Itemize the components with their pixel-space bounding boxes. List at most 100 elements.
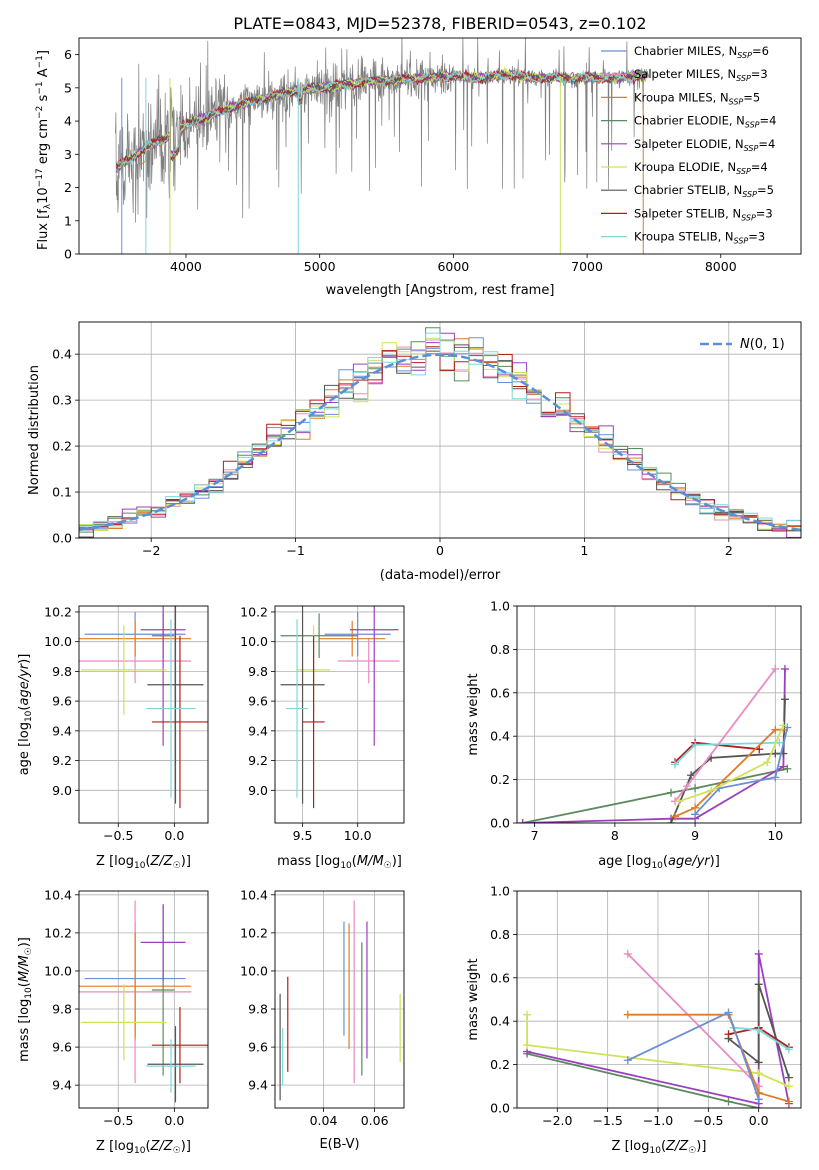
y-tick-label: 1.0 <box>490 599 510 614</box>
x-tick-label: −0.5 <box>103 1113 133 1128</box>
plot-area-age-vs-mass <box>275 606 404 823</box>
massweight-marker <box>784 1082 793 1091</box>
panel-mass-vs-ebv: 0.04 0.06 9.4 9.6 9.8 10.0 10.2 10.4 E(B-V) <box>240 887 405 1152</box>
y-tick-label: 10.2 <box>44 925 72 940</box>
x-tick-label: 9.5 <box>293 828 313 843</box>
y-axis-label: mass [log10(M/M☉)] <box>17 937 34 1062</box>
plot-area-mass-vs-ebv <box>275 891 404 1108</box>
x-tick-label: −2 <box>142 543 160 558</box>
x-axis-label: E(B-V) <box>319 1137 359 1152</box>
y-tick-label: 9.6 <box>52 694 72 709</box>
massweight-marker <box>771 773 780 782</box>
y-tick-label: 10.0 <box>44 963 72 978</box>
massweight-line <box>694 727 789 815</box>
y-tick-label: 9.2 <box>248 753 268 768</box>
massweight-marker <box>724 1097 733 1106</box>
massweight-marker <box>779 721 788 730</box>
residual-histogram-kroupa-stelib <box>79 332 801 538</box>
x-axis-label: mass [log10(M/M☉)] <box>277 854 402 871</box>
x-tick-label: −1.0 <box>643 1113 673 1128</box>
massweight-line <box>627 1011 760 1100</box>
massweight-marker <box>784 1097 793 1106</box>
y-axis-label: age [log10(age/yr)] <box>17 654 34 776</box>
legend-label: Kroupa STELIB, NSSP=3 <box>634 230 765 246</box>
massweight-line <box>674 728 784 818</box>
panel-massweight-vs-age: 7 8 9 10 0.0 0.2 0.4 0.6 0.8 1.0 age [log10(age/yr… <box>466 599 802 871</box>
massweight-marker <box>667 819 676 823</box>
legend-label: Salpeter ELODIE, NSSP=4 <box>634 137 775 153</box>
y-tick-label: 0.2 <box>490 1057 510 1072</box>
spectrum-legend: Chabrier MILES, NSSP=6 Salpeter MILES, NS… <box>601 44 776 246</box>
y-tick-label: 9.8 <box>248 664 268 679</box>
massweight-line <box>727 984 790 1078</box>
legend-label: Salpeter MILES, NSSP=3 <box>634 67 768 83</box>
x-tick-label: 4000 <box>170 259 202 274</box>
massweight-marker <box>667 788 676 797</box>
plot-area-mass-vs-Z <box>79 891 208 1108</box>
y-tick-label: 0.0 <box>490 816 510 831</box>
x-axis-label: (data-model)/error <box>380 568 501 583</box>
y-tick-label: 9.6 <box>248 1040 268 1055</box>
massweight-marker <box>707 786 716 795</box>
massweight-marker <box>683 782 692 791</box>
y-tick-label: 6 <box>64 47 72 62</box>
massweight-line <box>526 1014 790 1088</box>
axes-frame <box>78 890 209 1109</box>
y-tick-label: 0.6 <box>490 970 510 985</box>
massweight-marker <box>754 1095 763 1104</box>
panel-age-vs-Z: −0.5 0.0 9.0 9.2 9.4 9.6 9.8 10.0 10.2 Z [log10(Z… <box>17 604 209 871</box>
massweight-line <box>526 1052 759 1108</box>
massweight-marker <box>780 664 789 673</box>
massweight-marker <box>754 980 763 989</box>
massweight-marker <box>691 740 700 749</box>
massweight-marker <box>783 764 792 773</box>
massweight-marker <box>518 819 527 823</box>
y-tick-label: 9.2 <box>52 753 72 768</box>
y-tick-label: 9.8 <box>52 664 72 679</box>
plot-area-residuals <box>79 322 801 538</box>
residual-histogram-salpeter-stelib <box>79 346 801 538</box>
x-axis-label: Z [log10(Z/Z☉)] <box>96 854 191 871</box>
x-tick-label: −1.5 <box>592 1113 622 1128</box>
massweight-marker <box>691 784 700 793</box>
x-tick-label: 10.0 <box>344 828 372 843</box>
massweight-line <box>522 668 786 823</box>
massweight-marker <box>623 1056 632 1065</box>
y-tick-label: 0.3 <box>52 393 72 408</box>
massweight-marker <box>771 749 780 758</box>
massweight-marker <box>724 1008 733 1017</box>
y-tick-label: 10.0 <box>44 634 72 649</box>
y-tick-label: 10.2 <box>240 925 268 940</box>
massweight-marker <box>771 664 780 673</box>
y-tick-label: 10.4 <box>240 887 268 902</box>
axes-frame <box>78 37 802 255</box>
massweight-marker <box>784 1045 793 1054</box>
x-tick-label: 0.04 <box>310 1113 338 1128</box>
massweight-marker <box>783 723 792 732</box>
plot-area-spectrum <box>114 38 649 254</box>
massweight-marker <box>691 803 700 812</box>
x-axis-label: Z [log10(Z/Z☉)] <box>612 1139 707 1156</box>
massweight-marker <box>754 1069 763 1078</box>
massweight-marker <box>754 1058 763 1067</box>
plot-area-massweight-vs-Z <box>517 891 801 1108</box>
y-tick-label: 0.1 <box>52 485 72 500</box>
x-tick-label: −1 <box>286 543 304 558</box>
y-tick-label: 9.0 <box>248 783 268 798</box>
y-tick-label: 0.6 <box>490 685 510 700</box>
legend-label: Chabrier STELIB, NSSP=5 <box>634 183 774 199</box>
massweight-line <box>678 725 785 803</box>
massweight-marker <box>784 1073 793 1082</box>
massweight-marker <box>779 762 788 771</box>
y-tick-label: 10.2 <box>44 604 72 619</box>
y-axis-label: Normed distribution <box>27 365 42 495</box>
massweight-marker <box>623 1010 632 1019</box>
y-tick-label: 0.4 <box>490 1014 510 1029</box>
y-tick-label: 10.2 <box>240 604 268 619</box>
y-axis-label: mass weight <box>466 673 481 755</box>
plot-area-massweight-vs-age <box>517 606 801 823</box>
y-tick-label: 3 <box>64 147 72 162</box>
y-tick-label: 9.8 <box>248 1002 268 1017</box>
y-axis-label: Flux [fλ10−17 erg cm−2 s−1 A−1] <box>35 50 53 250</box>
spectrum-model-line <box>115 69 647 165</box>
